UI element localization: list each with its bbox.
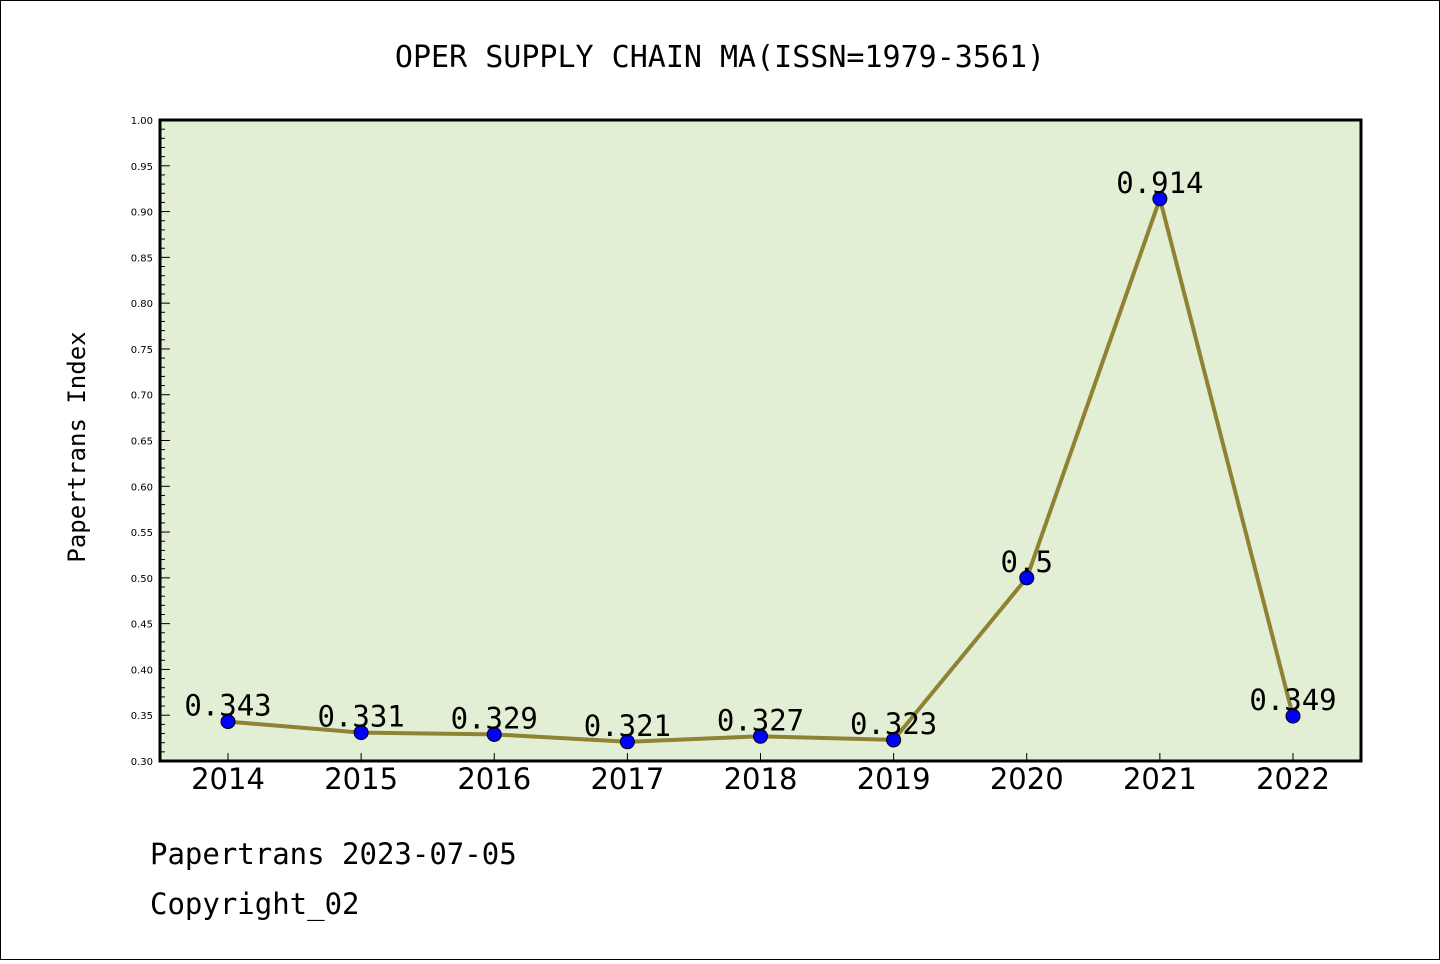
x-tick-label: 2016	[457, 762, 531, 796]
y-tick-label: 0.35	[131, 711, 153, 722]
series-group	[220, 191, 1301, 750]
y-tick-label: 0.40	[131, 665, 153, 676]
footer-copyright: Copyright_02	[150, 887, 360, 922]
data-labels: 0.343 0.331 0.329 0.321 0.327 0.323 0.5 0.914 0.…	[184, 166, 1336, 743]
y-tick-label: 0.90	[131, 208, 153, 219]
data-point	[619, 734, 635, 750]
data-point	[1285, 708, 1301, 724]
y-tick-label: 0.65	[131, 437, 153, 448]
x-tick-label: 2021	[1123, 762, 1197, 796]
data-label: 0.321	[584, 709, 671, 743]
y-tick-label: 0.30	[131, 757, 153, 768]
data-label: 0.914	[1116, 166, 1203, 200]
y-tick-label: 1.00	[131, 116, 153, 127]
x-tick-label: 2015	[324, 762, 398, 796]
y-tick-label: 0.75	[131, 345, 153, 356]
y-tick-label: 0.80	[131, 299, 153, 310]
data-point	[486, 726, 502, 742]
data-point	[886, 732, 902, 748]
y-tick-label: 0.70	[131, 391, 153, 402]
data-label: 0.5	[1001, 545, 1053, 579]
x-axis: 2014 2015 2016 2017 2018 2019 2020 2021 2022	[191, 753, 1330, 796]
x-tick-label: 2017	[590, 762, 664, 796]
data-label: 0.329	[451, 701, 538, 735]
data-point	[753, 728, 768, 744]
data-point	[1152, 191, 1168, 207]
y-tick-label: 0.60	[131, 482, 153, 493]
data-label: 0.331	[317, 700, 404, 734]
x-tick-label: 2022	[1256, 762, 1330, 796]
data-label: 0.323	[850, 707, 937, 741]
data-label: 0.327	[717, 703, 804, 737]
y-tick-label: 0.55	[131, 528, 153, 539]
x-tick-label: 2014	[191, 762, 265, 796]
y-tick-label: 0.50	[131, 574, 153, 585]
data-point	[220, 714, 236, 730]
x-tick-label: 2018	[724, 762, 798, 796]
data-label: 0.349	[1249, 683, 1336, 717]
plot-area	[158, 118, 1363, 763]
x-tick-label: 2020	[990, 762, 1064, 796]
y-tick-label: 0.85	[131, 253, 153, 264]
y-tick-label: 0.95	[131, 162, 153, 173]
footer-source: Papertrans 2023-07-05	[150, 837, 517, 871]
y-axis-label: Papertrans Index	[63, 331, 91, 562]
chart-title: OPER SUPPLY CHAIN MA(ISSN=1979-3561)	[395, 40, 1045, 75]
x-tick-label: 2019	[857, 762, 931, 796]
data-label: 0.343	[184, 689, 271, 723]
y-tick-label: 0.45	[131, 620, 153, 631]
data-point	[353, 725, 369, 741]
data-point	[1019, 570, 1035, 586]
y-axis: 0.30 0.35 0.40 0.45 0.50 0.55 0.60 0.65 0.70 0.75…	[131, 116, 170, 768]
